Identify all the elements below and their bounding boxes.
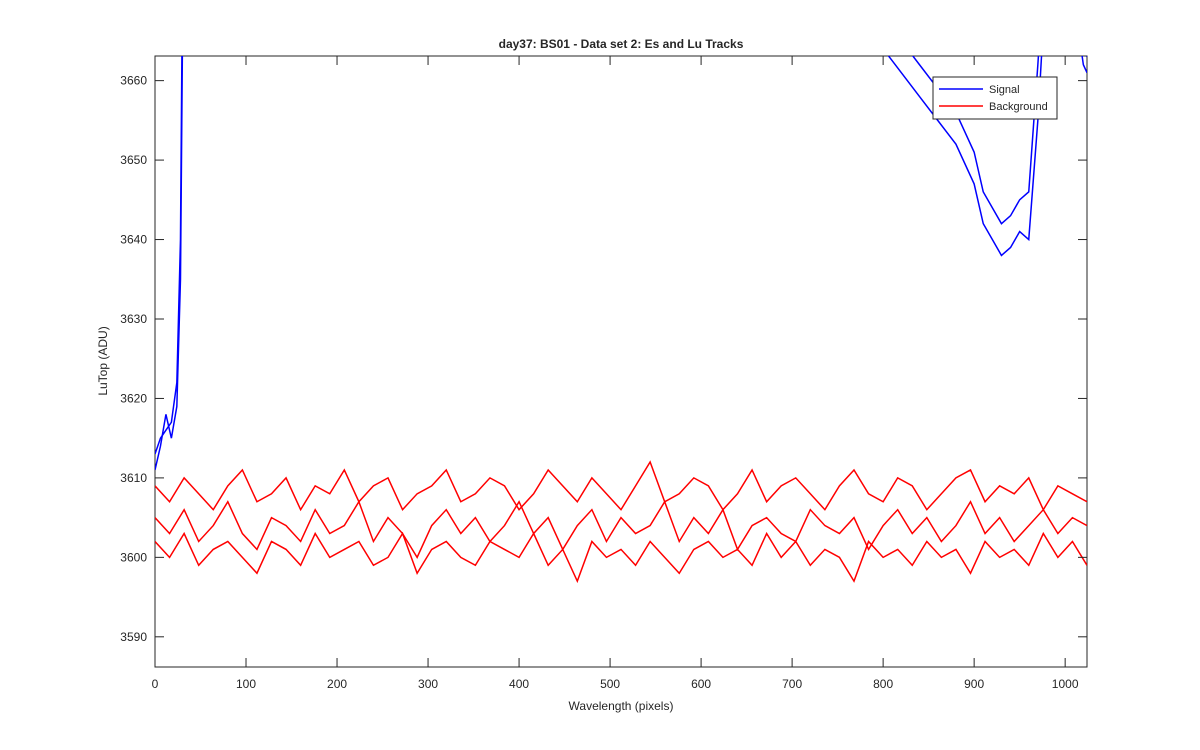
x-tick-label: 1000 [1052, 677, 1079, 691]
y-tick-label: 3650 [120, 153, 147, 167]
chart-title: day37: BS01 - Data set 2: Es and Lu Trac… [499, 37, 744, 51]
x-tick-label: 400 [509, 677, 529, 691]
x-tick-label: 600 [691, 677, 711, 691]
y-tick-label: 3620 [120, 391, 147, 405]
series-line [155, 500, 1087, 559]
series-line [155, 56, 1087, 471]
series-line [155, 460, 1087, 512]
x-tick-label: 100 [236, 677, 256, 691]
x-tick-label: 500 [600, 677, 620, 691]
legend-label: Signal [989, 84, 1020, 96]
x-tick-label: 800 [873, 677, 893, 691]
y-tick-label: 3610 [120, 471, 147, 485]
x-axis-label: Wavelength (pixels) [569, 699, 674, 713]
x-tick-label: 0 [152, 677, 159, 691]
x-tick-label: 900 [964, 677, 984, 691]
series-line [155, 531, 1087, 584]
legend-label: Background [989, 101, 1048, 113]
x-tick-label: 700 [782, 677, 802, 691]
y-axis-label: LuTop (ADU) [96, 326, 110, 395]
x-tick-label: 300 [418, 677, 438, 691]
x-tick-label: 200 [327, 677, 347, 691]
legend-box [932, 76, 1058, 120]
y-tick-label: 3590 [120, 630, 147, 644]
plot-area [154, 55, 1088, 668]
y-tick-label: 3640 [120, 233, 147, 247]
y-tick-label: 3630 [120, 312, 147, 326]
y-tick-label: 3660 [120, 74, 147, 88]
y-tick-label: 3600 [120, 550, 147, 564]
